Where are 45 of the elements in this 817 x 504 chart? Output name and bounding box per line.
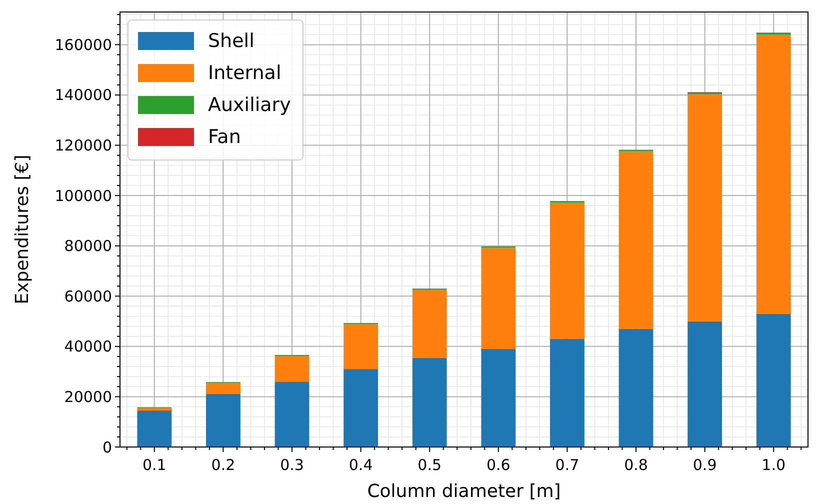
x-tick-label: 0.8 xyxy=(624,456,648,474)
x-tick-label: 0.6 xyxy=(486,456,510,474)
x-axis-title: Column diameter [m] xyxy=(367,481,561,502)
bar xyxy=(481,248,516,349)
y-tick-label: 40000 xyxy=(64,338,112,356)
bar xyxy=(688,94,722,322)
bar xyxy=(618,151,654,329)
bar xyxy=(206,394,240,447)
y-tick-label: 60000 xyxy=(64,287,112,306)
legend-label: Shell xyxy=(208,30,254,52)
x-tick-label: 0.1 xyxy=(142,456,166,474)
legend-label: Internal xyxy=(208,62,282,84)
legend-label: Fan xyxy=(208,126,241,148)
y-tick-label: 140000 xyxy=(54,86,112,104)
y-tick-label: 120000 xyxy=(54,136,112,155)
bar xyxy=(274,356,310,382)
y-axis-title: Expenditures [€] xyxy=(12,154,33,304)
bar xyxy=(412,290,447,358)
bar xyxy=(206,383,240,394)
bar xyxy=(344,369,378,447)
bar xyxy=(618,328,654,447)
x-tick-label: 0.2 xyxy=(211,456,236,474)
bar xyxy=(137,410,172,447)
bar xyxy=(274,382,310,447)
bar xyxy=(412,358,447,447)
bar xyxy=(481,348,516,447)
bar xyxy=(137,408,172,411)
bar xyxy=(344,324,378,370)
x-tick-label: 0.5 xyxy=(418,456,442,474)
y-tick-label: 100000 xyxy=(54,186,112,205)
bar xyxy=(688,321,722,447)
bar xyxy=(550,202,584,339)
bar xyxy=(550,338,584,447)
y-tick-label: 0 xyxy=(102,438,112,456)
bar xyxy=(756,34,791,314)
x-tick-label: 0.3 xyxy=(280,456,304,474)
x-tick-label: 0.7 xyxy=(555,456,580,474)
x-tick-label: 0.9 xyxy=(692,456,717,474)
y-tick-label: 80000 xyxy=(64,237,112,256)
x-tick-label: 0.4 xyxy=(348,456,373,474)
y-tick-label: 20000 xyxy=(64,388,112,406)
legend-label: Auxiliary xyxy=(208,94,291,116)
x-tick-label: 1.0 xyxy=(762,456,786,474)
y-tick-label: 160000 xyxy=(54,36,112,54)
bar xyxy=(756,314,791,447)
